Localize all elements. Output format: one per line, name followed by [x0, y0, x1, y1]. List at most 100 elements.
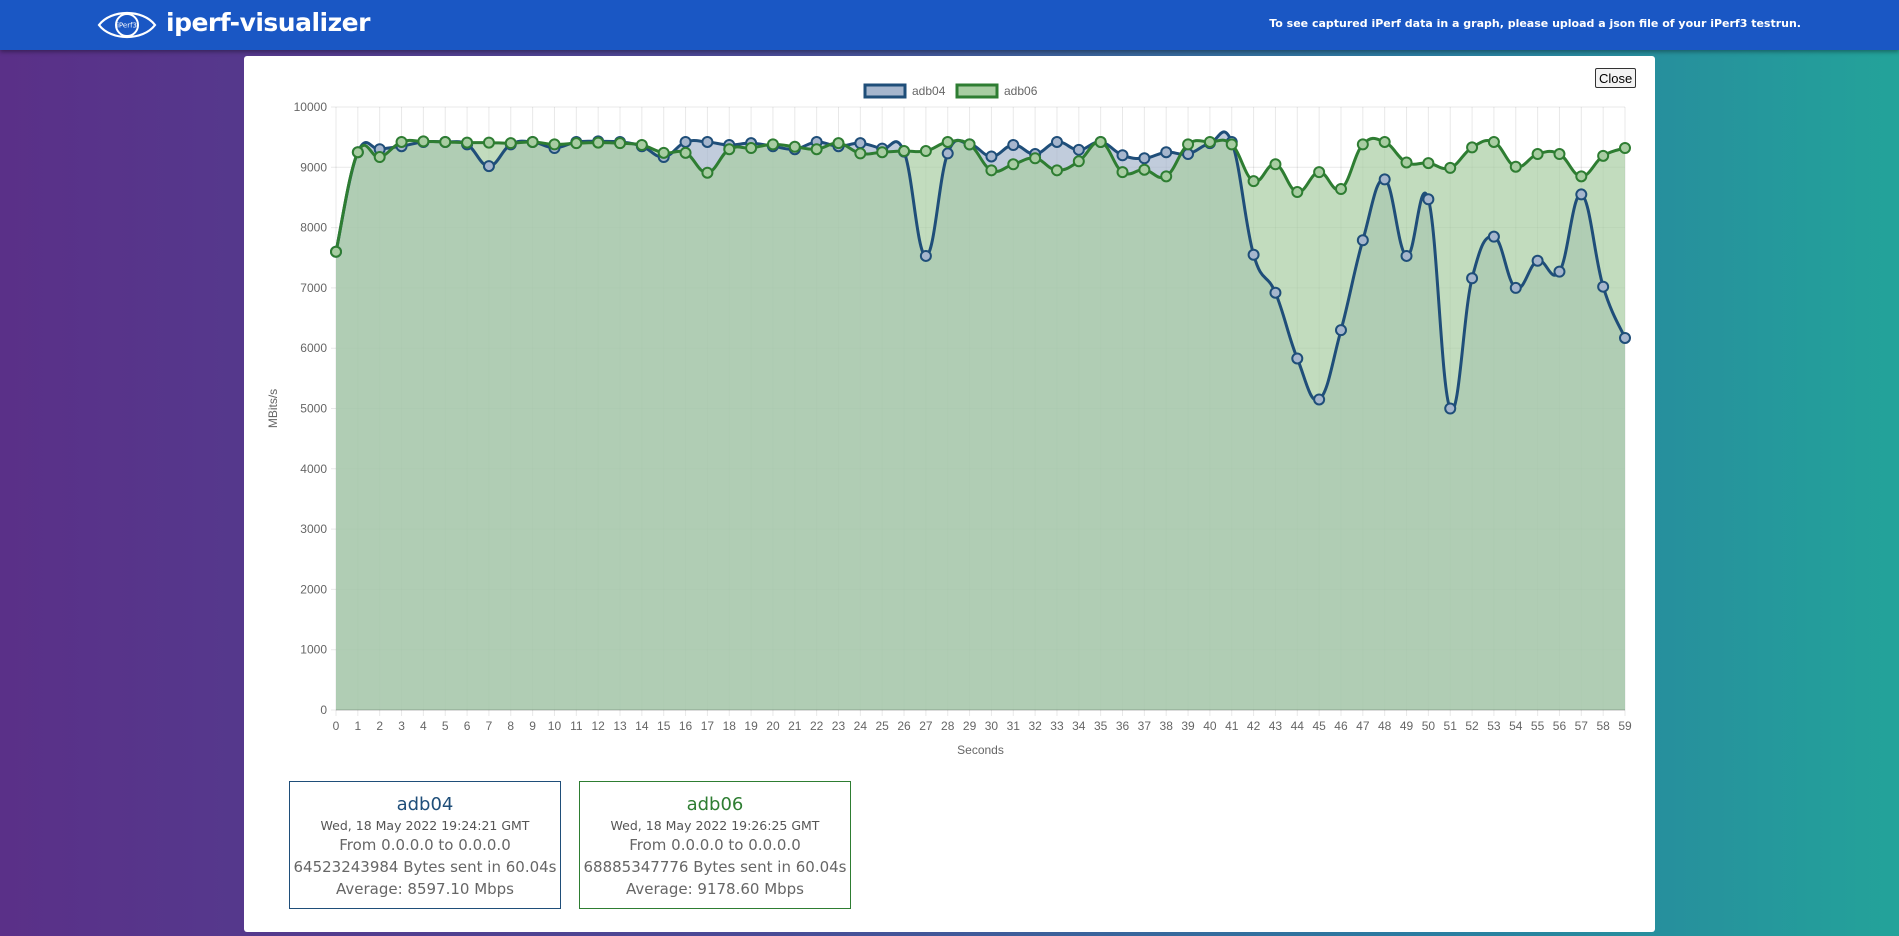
- y-tick-label: 3000: [300, 522, 327, 536]
- data-point-adb06: [548, 138, 561, 151]
- logo-text: iPerf3: [117, 22, 137, 30]
- x-axis-title: Seconds: [957, 743, 1004, 757]
- x-tick-label: 17: [701, 719, 715, 733]
- x-tick-label: 2: [376, 719, 383, 733]
- data-point-adb06: [351, 146, 364, 159]
- data-point-adb04: [1160, 146, 1173, 159]
- data-point-adb06: [1203, 135, 1216, 148]
- x-tick-label: 16: [679, 719, 693, 733]
- data-point-adb04: [1444, 402, 1457, 415]
- data-point-adb06: [1597, 149, 1610, 162]
- data-point-adb06: [1487, 135, 1500, 148]
- x-tick-label: 45: [1312, 719, 1326, 733]
- data-point-adb06: [1531, 148, 1544, 161]
- close-button[interactable]: Close: [1595, 68, 1637, 88]
- data-point-adb06: [1291, 186, 1304, 199]
- x-tick-label: 21: [788, 719, 802, 733]
- data-point-adb06: [985, 164, 998, 177]
- x-tick-label: 46: [1334, 719, 1348, 733]
- data-point-adb06: [1400, 156, 1413, 169]
- y-tick-label: 0: [320, 703, 327, 717]
- y-tick-label: 4000: [300, 462, 327, 476]
- data-point-adb04: [1007, 138, 1020, 151]
- x-tick-label: 18: [723, 719, 737, 733]
- x-tick-label: 44: [1291, 719, 1305, 733]
- data-point-adb04: [1247, 248, 1260, 261]
- x-tick-label: 32: [1028, 719, 1042, 733]
- x-tick-label: 5: [442, 719, 449, 733]
- x-tick-label: 36: [1116, 719, 1130, 733]
- data-point-adb04: [1356, 234, 1369, 247]
- data-point-adb04: [1575, 188, 1588, 201]
- data-point-adb06: [570, 137, 583, 150]
- data-point-adb04: [1400, 249, 1413, 262]
- series-area-adb06: [336, 138, 1625, 710]
- summary-card-adb06: adb06 Wed, 18 May 2022 19:26:25 GMT From…: [579, 781, 851, 909]
- x-tick-label: 48: [1378, 719, 1392, 733]
- x-tick-label: 0: [333, 719, 340, 733]
- data-point-adb04: [1291, 352, 1304, 365]
- data-point-adb04: [482, 160, 495, 173]
- x-tick-label: 11: [570, 719, 583, 733]
- y-tick-label: 9000: [300, 160, 327, 174]
- x-tick-label: 29: [963, 719, 977, 733]
- data-point-adb04: [1553, 265, 1566, 278]
- x-tick-label: 41: [1225, 719, 1239, 733]
- x-tick-label: 43: [1269, 719, 1283, 733]
- data-point-adb06: [1116, 166, 1129, 179]
- card-average: Average: 9178.60 Mbps: [625, 880, 804, 898]
- data-point-adb06: [1225, 138, 1238, 151]
- data-point-adb06: [439, 135, 452, 148]
- y-tick-label: 5000: [300, 402, 327, 416]
- data-point-adb06: [1509, 160, 1522, 173]
- data-point-adb06: [898, 145, 911, 158]
- data-point-adb04: [1487, 230, 1500, 243]
- data-point-adb06: [395, 135, 408, 148]
- x-tick-label: 14: [635, 719, 649, 733]
- legend-swatch-adb04: [863, 83, 907, 99]
- data-point-adb04: [1138, 152, 1151, 165]
- data-point-adb06: [1619, 142, 1631, 155]
- x-tick-label: 56: [1553, 719, 1567, 733]
- x-tick-label: 51: [1444, 719, 1458, 733]
- x-tick-label: 31: [1007, 719, 1021, 733]
- x-tick-label: 55: [1531, 719, 1545, 733]
- data-point-adb06: [526, 135, 539, 148]
- data-point-adb06: [876, 146, 889, 159]
- legend-label-adb06: adb06: [1004, 84, 1038, 98]
- data-point-adb06: [788, 140, 801, 153]
- x-tick-label: 59: [1618, 719, 1632, 733]
- data-point-adb06: [1466, 141, 1479, 154]
- x-tick-label: 3: [398, 719, 405, 733]
- top-navbar: iPerf3 iperf-visualizer To see captured …: [0, 0, 1899, 50]
- data-point-adb04: [854, 137, 867, 150]
- x-tick-label: 22: [810, 719, 824, 733]
- throughput-chart: 0100020003000400050006000700080009000100…: [266, 83, 1632, 757]
- x-tick-label: 47: [1356, 719, 1370, 733]
- upload-hint: To see captured iPerf data in a graph, p…: [1269, 17, 1801, 30]
- x-tick-label: 30: [985, 719, 999, 733]
- data-point-adb06: [766, 138, 779, 151]
- x-tick-label: 42: [1247, 719, 1261, 733]
- y-tick-label: 8000: [300, 221, 327, 235]
- data-point-adb06: [832, 137, 845, 150]
- data-point-adb06: [1356, 138, 1369, 151]
- data-point-adb06: [592, 136, 605, 149]
- data-point-adb04: [679, 135, 692, 148]
- x-tick-label: 40: [1203, 719, 1217, 733]
- x-tick-label: 9: [529, 719, 536, 733]
- data-point-adb06: [723, 143, 736, 156]
- data-point-adb06: [1182, 138, 1195, 151]
- data-point-adb04: [941, 147, 954, 160]
- x-tick-label: 26: [897, 719, 911, 733]
- summary-card-adb04: adb04 Wed, 18 May 2022 19:24:21 GMT From…: [289, 781, 561, 909]
- x-tick-label: 23: [832, 719, 846, 733]
- data-point-adb06: [679, 146, 692, 159]
- x-tick-label: 20: [766, 719, 780, 733]
- x-tick-label: 27: [919, 719, 933, 733]
- data-point-adb04: [985, 150, 998, 163]
- data-point-adb04: [919, 249, 932, 262]
- data-point-adb06: [482, 136, 495, 149]
- card-bytes: 68885347776 Bytes sent in 60.04s: [583, 858, 847, 876]
- card-bytes: 64523243984 Bytes sent in 60.04s: [293, 858, 557, 876]
